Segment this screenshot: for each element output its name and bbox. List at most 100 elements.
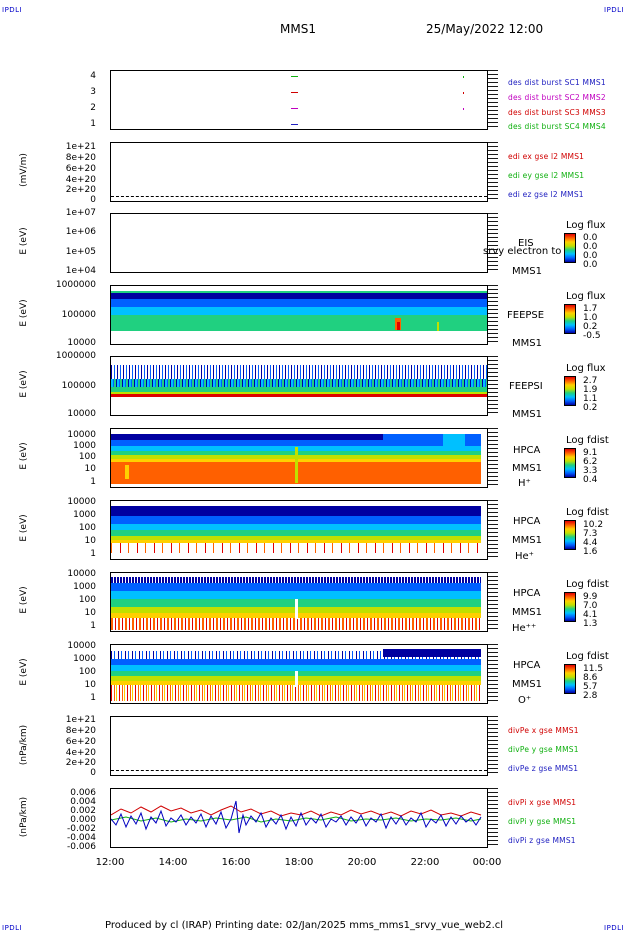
tick-label: -0.004	[66, 833, 96, 843]
colorbar-value: 4.4	[583, 538, 598, 548]
axis-tick-marks	[488, 788, 498, 848]
tick-label: 8e+20	[65, 153, 96, 163]
colorbar-value: 5.7	[583, 682, 598, 692]
y-axis-label: (nPa/km)	[19, 796, 29, 838]
legend-entry: divPi x gse MMS1	[508, 798, 577, 807]
y-axis-label: E (eV)	[19, 586, 29, 614]
colorbar-value: 2.7	[583, 376, 598, 386]
colorbar-value: 0.4	[583, 475, 598, 485]
y-axis-label: (nPa/km)	[19, 724, 29, 766]
tick-label: 1e+21	[65, 142, 96, 152]
y-axis-label: E (eV)	[19, 299, 29, 327]
panel-hpca-heplus	[110, 500, 488, 560]
colorbar-value: 3.3	[583, 466, 598, 476]
spacecraft-label: MMS1	[512, 409, 542, 420]
tick-label: 100000	[61, 381, 96, 391]
legend-entry: des dist burst SC4 MMS4	[508, 122, 606, 131]
tick-label: -0.002	[66, 824, 96, 834]
colorbar-title: Log fdist	[566, 435, 609, 446]
tick-label: 10000	[67, 338, 96, 348]
footer-credits: Produced by cl (IRAP) Printing date: 02/…	[105, 920, 504, 931]
tick-label: 0	[90, 195, 96, 205]
tick-label: 10	[84, 680, 96, 690]
legend-entry: divPe z gse MMS1	[508, 764, 579, 773]
colorbar-title: Log flux	[566, 220, 606, 231]
colorbar-value: 8.6	[583, 673, 598, 683]
y-axis-label: (mV/m)	[19, 153, 29, 187]
panel-divpi	[110, 788, 488, 848]
y-axis-label: E (eV)	[19, 370, 29, 398]
instrument-label: HPCA	[513, 516, 541, 527]
panel-edi-electric-field	[110, 142, 488, 202]
y-axis-label: E (eV)	[19, 514, 29, 542]
y-axis-label: E (eV)	[19, 658, 29, 686]
x-tick-label: 16:00	[221, 857, 251, 868]
instrument-label: HPCA	[513, 445, 541, 456]
spacecraft-label: MMS1	[512, 463, 542, 474]
colorbar-title: Log flux	[566, 291, 606, 302]
tick-label: 1000	[73, 510, 96, 520]
tick-label: 8e+20	[65, 726, 96, 736]
instrument-label: HPCA	[513, 588, 541, 599]
instrument-label: FEEPSE	[507, 310, 545, 321]
colorbar-value: 0.2	[583, 322, 598, 332]
y-axis-label: E (eV)	[19, 227, 29, 255]
x-tick-label: 14:00	[158, 857, 188, 868]
spacecraft-label: MMS1	[512, 535, 542, 546]
tick-label: 1e+06	[65, 227, 96, 237]
panel-divpe	[110, 716, 488, 776]
panel-burst-intervals	[110, 70, 488, 130]
colorbar-value: 0.2	[583, 403, 598, 413]
legend-entry: edi ey gse l2 MMS1	[508, 171, 585, 180]
colorbar-value: 11.5	[583, 664, 604, 674]
tick-label: 2e+20	[65, 758, 96, 768]
colorbar-value: 1.9	[583, 385, 598, 395]
tick-label: 2	[90, 103, 96, 113]
panel-hpca-heplusplus	[110, 572, 488, 632]
tick-label: 0.002	[70, 806, 96, 816]
instrument-label: EIS	[518, 238, 534, 249]
colorbar-value: 4.1	[583, 610, 598, 620]
colorbar	[564, 304, 576, 334]
colorbar-value: 0.0	[583, 233, 598, 243]
tick-label: 6e+20	[65, 737, 96, 747]
tick-label: 6e+20	[65, 164, 96, 174]
tick-label: 100	[78, 523, 96, 533]
tick-label: 1000000	[55, 351, 96, 361]
tick-label: 1e+07	[65, 208, 96, 218]
instrument-label: FEEPSI	[509, 381, 543, 392]
spacecraft-label: MMS1	[512, 679, 542, 690]
tick-label: 0.006	[70, 788, 96, 798]
tick-label: 4	[90, 71, 96, 81]
colorbar-value: 1.3	[583, 619, 598, 629]
tick-label: 100000	[61, 310, 96, 320]
legend-entry: des dist burst SC3 MMS3	[508, 108, 606, 117]
legend-entry: divPe y gse MMS1	[508, 745, 579, 754]
spacecraft-label: MMS1	[512, 338, 542, 349]
tick-label: 0.004	[70, 797, 96, 807]
x-tick-label: 18:00	[284, 857, 314, 868]
tick-label: 4e+20	[65, 175, 96, 185]
tick-label: 1e+21	[65, 715, 96, 725]
species-label: O⁺	[518, 695, 532, 706]
tick-label: 4e+20	[65, 748, 96, 758]
spacecraft-label: MMS1	[512, 607, 542, 618]
colorbar-value: 0.0	[583, 242, 598, 252]
tick-label: 1	[90, 477, 96, 487]
axis-tick-marks	[488, 644, 498, 704]
legend-entry: des dist burst SC1 MMS1	[508, 78, 606, 87]
x-tick-label: 12:00	[95, 857, 125, 868]
axis-tick-marks	[488, 500, 498, 560]
tick-label: 10	[84, 536, 96, 546]
tick-label: 10	[84, 608, 96, 618]
panel-hpca-hplus	[110, 428, 488, 488]
species-label: H⁺	[518, 478, 531, 489]
colorbar	[564, 448, 576, 478]
tick-label: 1e+05	[65, 247, 96, 257]
date-time-label: 25/May/2022 12:00	[426, 22, 544, 36]
colorbar-value: 6.2	[583, 457, 598, 467]
colorbar-value: 0.0	[583, 260, 598, 270]
tick-label: 2e+20	[65, 185, 96, 195]
page-title: MMS1	[280, 22, 316, 36]
tick-label: 1	[90, 693, 96, 703]
